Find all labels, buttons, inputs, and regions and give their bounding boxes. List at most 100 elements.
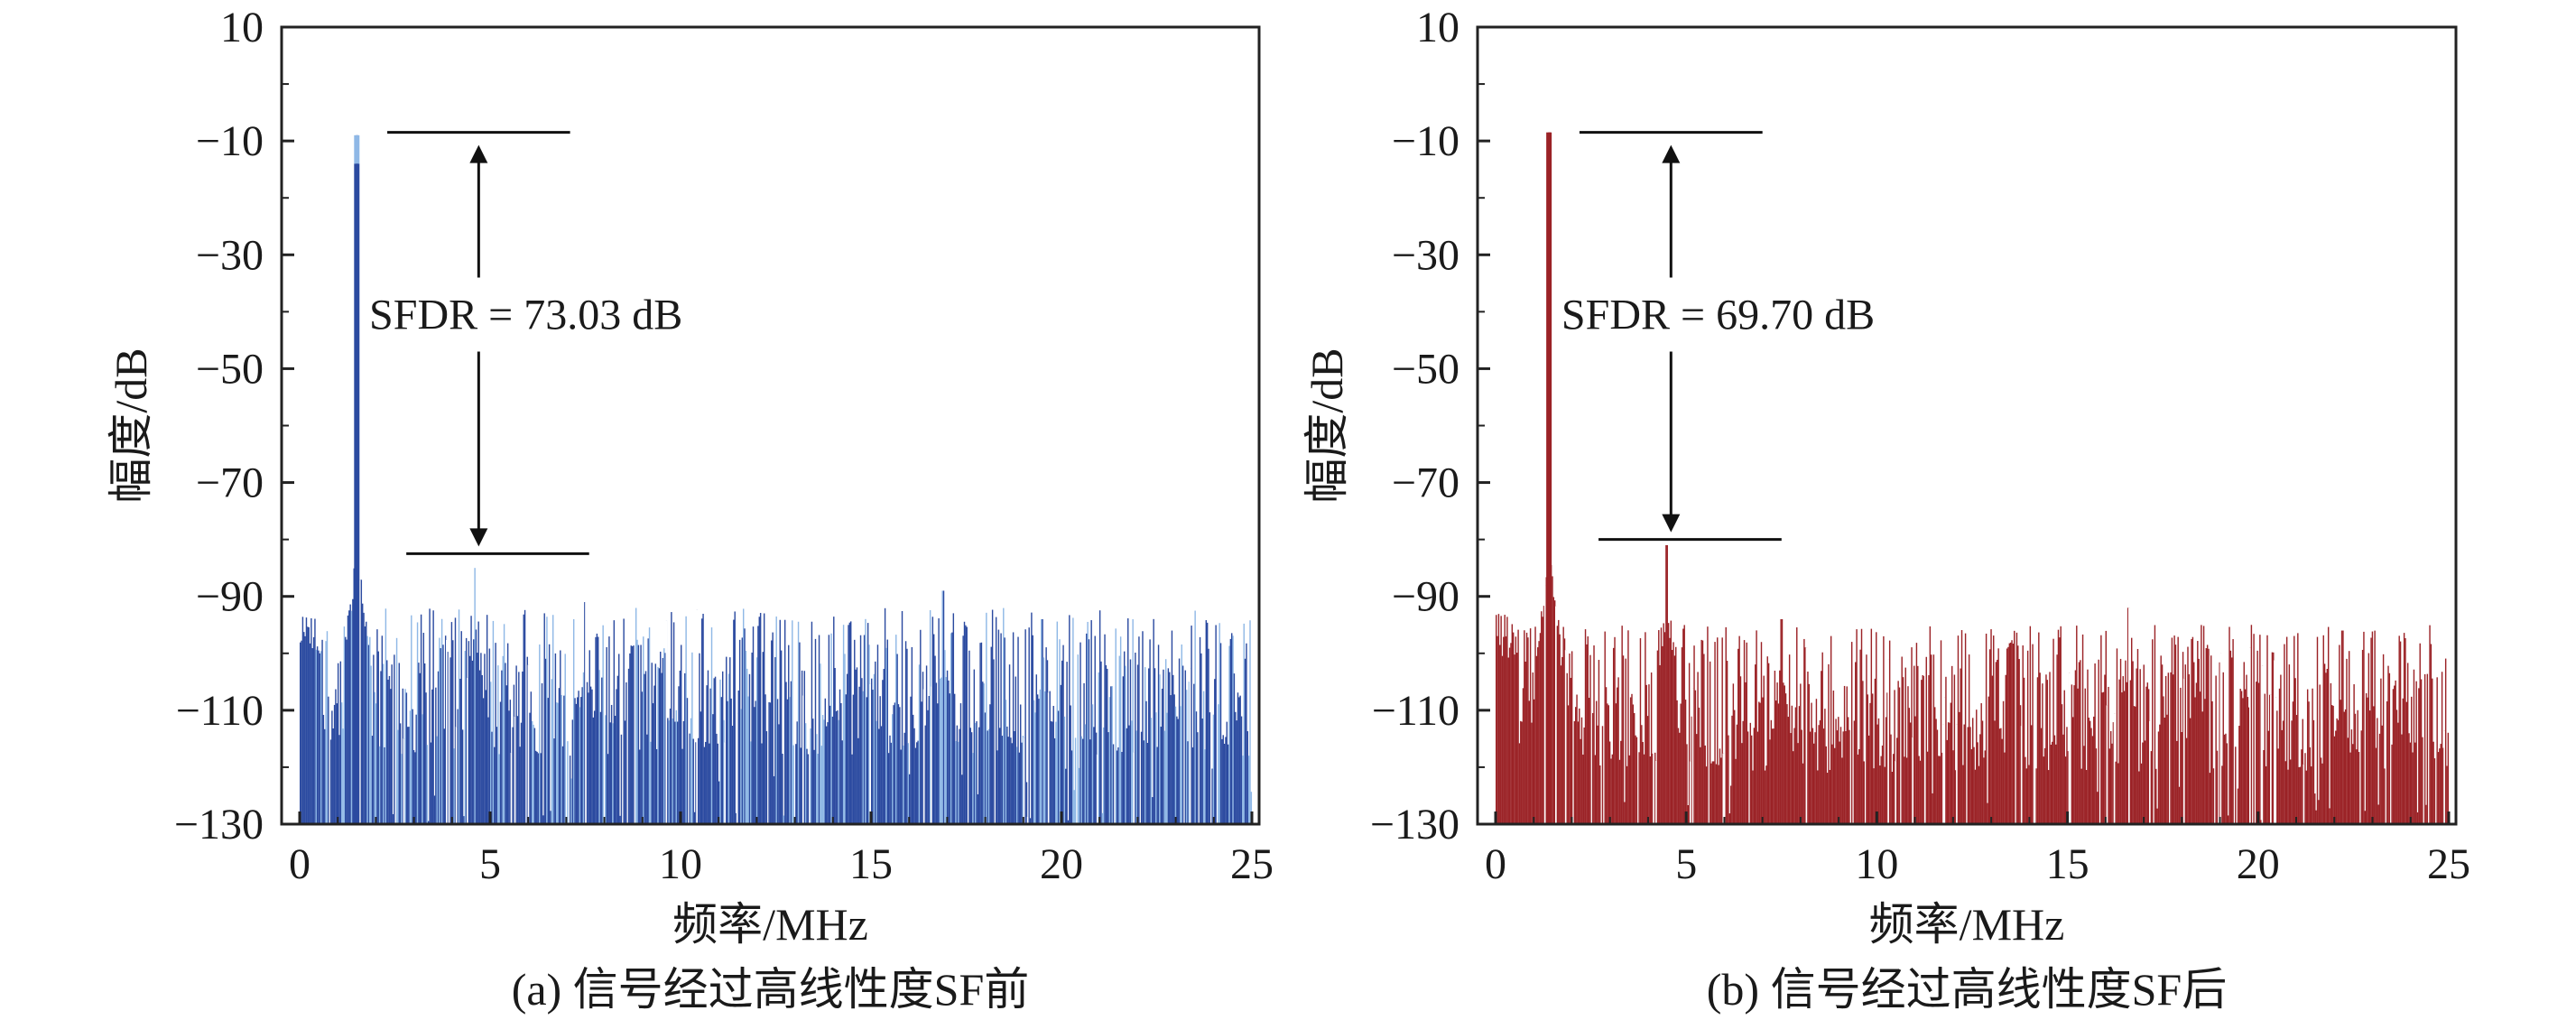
spectrum-bar — [2127, 607, 2129, 824]
spectrum-bar — [301, 617, 304, 824]
spectrum-bar — [1022, 736, 1024, 824]
spectrum-bar — [1541, 611, 1543, 824]
spectrum-bar — [838, 719, 839, 824]
fundamental-peak — [354, 163, 360, 824]
spectrum-bar — [1679, 732, 1681, 824]
spectrum-bar — [2335, 730, 2337, 824]
spectrum-bar — [1632, 704, 1635, 824]
spectrum-bar — [2257, 682, 2260, 824]
spectrum-bar — [1847, 717, 1849, 824]
spectrum-bar — [2215, 675, 2217, 824]
spectrum-bar — [1543, 606, 1545, 824]
spectrum-bar — [1093, 727, 1095, 824]
spectrum-bars-b — [1496, 132, 2450, 825]
spectrum-bar — [416, 622, 419, 824]
spectrum-bar — [535, 750, 537, 824]
spectrum-bar — [1919, 760, 1922, 824]
caption-a: (a) 信号经过高线性度SF前 — [512, 964, 1030, 1015]
spectrum-bar — [2164, 717, 2165, 824]
spectrum-bar — [830, 633, 832, 824]
spectrum-bar — [349, 604, 351, 824]
spectrum-bar — [1497, 614, 1500, 824]
spectrum-bar — [779, 619, 781, 824]
spectrum-bar — [950, 633, 952, 824]
spectrum-bar — [2062, 734, 2064, 824]
spectrum-gap — [585, 602, 588, 824]
spectrum-bar — [2043, 747, 2046, 824]
spectrum-bar — [439, 637, 440, 824]
spectrum-bar — [2312, 719, 2315, 824]
spectrum-bar — [1055, 721, 1057, 824]
spectrum-bar — [556, 702, 558, 824]
spectrum-bar — [340, 702, 343, 824]
x-tick-label: 15 — [849, 840, 893, 888]
spectrum-bar — [518, 672, 520, 824]
spectrum-bar — [1914, 716, 1916, 824]
spectrum-bar — [2331, 705, 2333, 824]
spectrum-bar — [658, 668, 661, 824]
spectrum-bar — [405, 692, 408, 824]
spectrum-bar — [444, 635, 447, 824]
spectrum-bar — [2378, 733, 2381, 824]
spectrum-bar — [1558, 619, 1560, 824]
spectrum-bar — [667, 718, 669, 824]
spectrum-bar — [484, 654, 486, 824]
spectrum-bar — [602, 625, 604, 824]
spectrum-bar — [1917, 665, 1919, 824]
spectrum-bar — [1629, 697, 1632, 824]
spectrum-bar — [1119, 636, 1122, 824]
spectrum-bar — [588, 650, 590, 824]
spectrum-bar — [841, 740, 843, 824]
spectrum-bar — [321, 639, 323, 824]
spectrum-bar — [1959, 711, 1960, 824]
x-axis-label-a: 频率/MHz — [672, 899, 868, 950]
spectrum-bar — [1648, 684, 1650, 824]
spectrum-bar — [391, 664, 393, 824]
spectrum-bar — [872, 690, 874, 824]
spectrum-bar — [571, 719, 574, 824]
spectrum-bar — [474, 568, 476, 824]
spectrum-bar — [2038, 632, 2040, 824]
spectrum-bar — [1677, 728, 1680, 824]
spectrum-bar — [332, 728, 334, 824]
fundamental-peak — [1546, 132, 1552, 825]
spectrum-gap — [510, 752, 513, 824]
spectrum-bar — [1780, 618, 1782, 824]
spectrum-bar — [812, 719, 814, 824]
spectrum-bar — [1749, 722, 1752, 824]
spectrum-bar — [1218, 704, 1219, 824]
spectrum-bar — [914, 747, 917, 824]
spectrum-bar — [2154, 625, 2156, 824]
spectrum-bar — [1072, 617, 1074, 824]
spectrum-bar — [845, 694, 848, 824]
spectrum-bar — [1658, 630, 1660, 824]
spectrum-bar — [560, 650, 561, 824]
spectrum-bar — [353, 568, 355, 824]
spectrum-bar — [654, 663, 657, 824]
spectrum-bar — [932, 634, 935, 824]
spectrum-bar — [1091, 704, 1094, 824]
spectrum-bar — [1935, 719, 1937, 824]
spectrum-bar — [661, 672, 663, 824]
spectrum-bar — [1949, 722, 1951, 824]
spectrum-bar — [804, 723, 807, 824]
spectrum-bar — [643, 636, 644, 824]
spectrum-bar — [1771, 728, 1774, 824]
spectrum-bar — [2143, 664, 2145, 824]
spectrum-bar — [1520, 720, 1522, 824]
spectrum-gap — [2275, 697, 2277, 824]
spectrum-bar — [584, 602, 586, 824]
spectrum-bar — [944, 650, 946, 824]
spectrum-bar — [1993, 635, 1995, 824]
spectrum-bar — [2268, 694, 2271, 824]
spectrum-bar — [668, 720, 670, 824]
spectrum-gap — [2020, 726, 2023, 824]
spectrum-bar — [1839, 727, 1842, 824]
spectrum-bar — [2405, 701, 2408, 824]
spectrum-bar — [1666, 544, 1668, 824]
spectrum-bar — [966, 626, 968, 824]
sfdr-annotation-b: SFDR = 69.70 dB — [1561, 131, 1875, 542]
spectrum-bar — [2365, 693, 2368, 824]
spectrum-bar — [2326, 668, 2329, 824]
spectrum-bar — [2066, 727, 2068, 824]
